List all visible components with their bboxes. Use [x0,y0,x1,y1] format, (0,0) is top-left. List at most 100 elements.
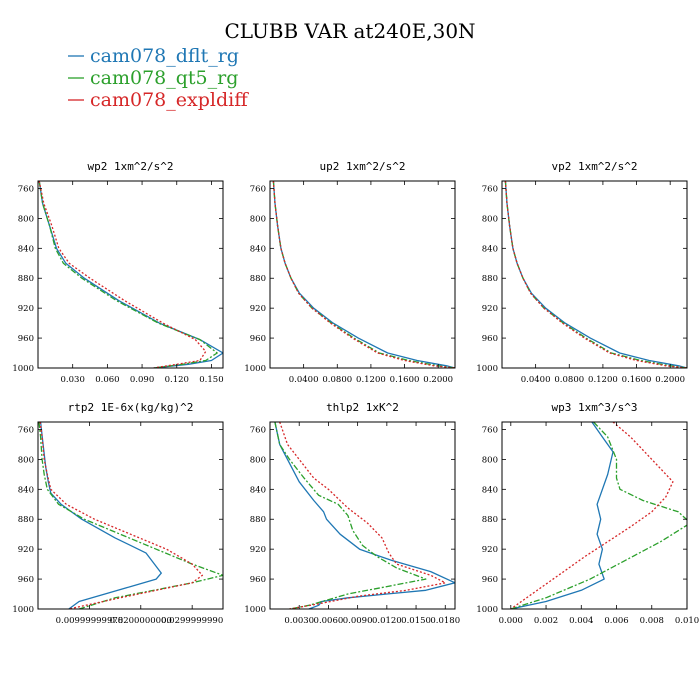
plot-frame [501,421,688,610]
series-line-cam078_dflt_rg [272,181,455,368]
x-tick-label: 0.0180 [430,616,460,626]
y-tick-label: 840 [250,244,266,254]
x-tick-label: 0.1600 [390,375,420,385]
y-tick-label: 760 [18,184,34,194]
y-tick-label: 880 [482,274,498,284]
x-tick-label: 0.0060 [314,616,344,626]
x-tick-label: 0.1600 [622,375,652,385]
y-tick-label: 1000 [476,605,498,615]
y-tick-label: 1000 [244,605,266,615]
y-tick-label: 920 [250,304,266,314]
y-tick-label: 960 [482,334,498,344]
plot-frame [37,180,224,369]
y-tick-label: 880 [250,515,266,525]
figure-title: CLUBB VAR at240E,30N [224,19,475,43]
x-tick-label: 0.004 [569,616,593,626]
chart-panel: rtp2 1E-6x(kg/kg)^2 760 800 840 880 920 960 100… [12,401,224,626]
panel-title: wp2 1xm^2/s^2 [87,160,173,173]
y-tick-label: 760 [482,184,498,194]
x-tick-label: 0.0400 [289,375,319,385]
x-tick-label: 0.0200000000 [110,616,172,626]
legend-entry: cam078_qt5_rg [68,67,238,89]
legend-label: cam078_qt5_rg [90,67,238,89]
series-line-cam078_qt5_rg [510,422,687,609]
plot-frame [501,180,688,369]
legend-label: cam078_expldiff [90,89,249,111]
series-line-cam078_expldiff [39,422,204,609]
legend-entry: cam078_dflt_rg [68,45,239,67]
x-tick-label: 0.0150 [401,616,431,626]
x-tick-label: 0.0800 [322,375,352,385]
y-tick-label: 1000 [12,605,34,615]
x-tick-label: 0.1200 [356,375,386,385]
y-tick-label: 920 [482,545,498,555]
y-tick-label: 960 [18,575,34,585]
y-tick-label: 920 [18,545,34,555]
series-line-cam078_qt5_rg [504,181,687,368]
series-line-cam078_expldiff [504,181,687,368]
y-tick-label: 760 [482,425,498,435]
x-tick-label: 0.0800 [554,375,584,385]
chart-panel: up2 1xm^2/s^2 760 800 840 880 920 960 1000 0.040… [244,160,456,385]
y-tick-label: 920 [482,304,498,314]
y-tick-label: 960 [250,334,266,344]
x-tick-label: 0.1200 [588,375,618,385]
series-line-cam078_dflt_rg [510,422,614,609]
chart-panel: wp3 1xm^3/s^3 760 800 840 880 920 960 10000.000… [476,401,699,626]
y-tick-label: 800 [482,455,498,465]
plot-frame [37,421,224,610]
y-tick-label: 800 [18,214,34,224]
y-tick-label: 840 [18,244,34,254]
y-tick-label: 800 [250,214,266,224]
y-tick-label: 880 [482,515,498,525]
panel-title: wp3 1xm^3/s^3 [551,401,637,414]
series-line-cam078_expldiff [510,422,674,609]
panel-title: thlp2 1xK^2 [326,401,399,414]
legend: cam078_dflt_rg cam078_qt5_rg cam078_expl… [68,45,249,111]
series-line-cam078_dflt_rg [39,422,162,609]
x-tick-label: 0.0400 [521,375,551,385]
y-tick-label: 960 [482,575,498,585]
x-tick-label: 0.030 [61,375,85,385]
series-line-cam078_qt5_rg [274,422,427,609]
x-tick-label: 0.150 [199,375,223,385]
y-tick-label: 960 [250,575,266,585]
y-tick-label: 760 [250,425,266,435]
x-tick-label: 0.120 [165,375,189,385]
y-tick-label: 920 [250,545,266,555]
y-tick-label: 880 [18,515,34,525]
x-tick-label: 0.010 [675,616,699,626]
y-tick-label: 840 [482,485,498,495]
x-tick-label: 0.0299999990 [161,616,223,626]
series-line-cam078_dflt_rg [38,181,223,368]
series-line-cam078_dflt_rg [504,181,687,368]
x-tick-label: 0.00999999978 [56,616,124,626]
y-tick-label: 840 [482,244,498,254]
x-tick-label: 0.000 [499,616,523,626]
y-tick-label: 1000 [12,364,34,374]
y-tick-label: 800 [482,214,498,224]
y-tick-label: 920 [18,304,34,314]
y-tick-label: 1000 [244,364,266,374]
y-tick-label: 800 [250,455,266,465]
legend-label: cam078_dflt_rg [90,45,239,67]
plot-frame [269,180,456,369]
x-tick-label: 0.008 [640,616,664,626]
x-tick-label: 0.060 [95,375,119,385]
panel-title: rtp2 1E-6x(kg/kg)^2 [68,401,194,414]
series-line-cam078_qt5_rg [38,422,223,609]
y-tick-label: 960 [18,334,34,344]
series-line-cam078_expldiff [272,181,455,368]
x-tick-label: 0.0090 [343,616,373,626]
series-line-cam078_dflt_rg [274,422,455,609]
chart-panel: wp2 1xm^2/s^2 760 800 840 880 920 960 1000 0.030… [12,160,223,385]
panel-title: vp2 1xm^2/s^2 [551,160,637,173]
y-tick-label: 1000 [476,364,498,374]
y-tick-label: 760 [18,425,34,435]
x-tick-label: 0.006 [604,616,628,626]
panel-title: up2 1xm^2/s^2 [319,160,405,173]
y-tick-label: 760 [250,184,266,194]
x-tick-label: 0.2000 [423,375,453,385]
plot-frame [269,421,456,610]
